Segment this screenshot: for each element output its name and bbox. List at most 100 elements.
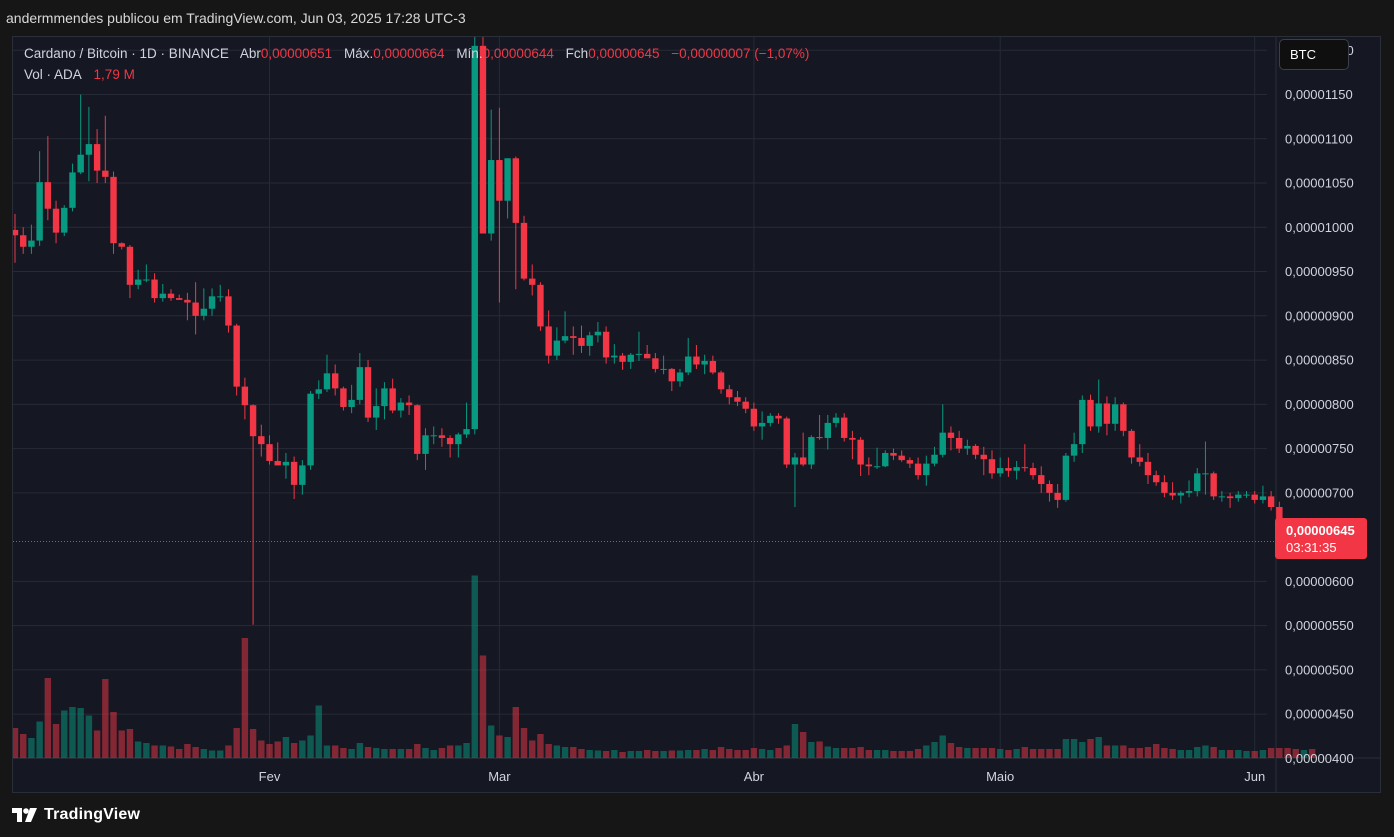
candle-body bbox=[1070, 444, 1078, 456]
volume-bar bbox=[1128, 748, 1135, 758]
low-label: Mín. bbox=[456, 46, 483, 61]
volume-bar bbox=[134, 741, 142, 758]
volume-bar bbox=[315, 705, 322, 758]
volume-bar bbox=[545, 744, 552, 758]
candle-body bbox=[1202, 473, 1209, 475]
tradingview-footer[interactable]: TradingView bbox=[12, 800, 140, 830]
volume-bar bbox=[496, 735, 503, 758]
price-tick-label: 0,00000500 bbox=[1285, 662, 1354, 677]
volume-bar bbox=[28, 738, 35, 758]
volume-bar bbox=[734, 750, 741, 758]
candle-body bbox=[356, 367, 364, 400]
candle-body bbox=[1210, 473, 1217, 497]
volume-bar bbox=[233, 728, 240, 758]
volume-bar bbox=[898, 751, 905, 758]
volume-bar bbox=[561, 747, 569, 758]
candle-body bbox=[134, 279, 142, 285]
candle-body bbox=[586, 335, 593, 346]
volume-bar bbox=[93, 730, 101, 758]
volume-bar bbox=[1292, 749, 1299, 758]
volume-bar bbox=[381, 749, 388, 758]
currency-button[interactable]: BTC bbox=[1279, 39, 1349, 70]
candle-body bbox=[545, 326, 552, 356]
candle-body bbox=[972, 445, 979, 455]
volume-bar bbox=[685, 750, 692, 758]
volume-bar bbox=[143, 743, 150, 758]
symbol-title[interactable]: Cardano / Bitcoin · 1D · BINANCE bbox=[24, 46, 229, 61]
candle-body bbox=[389, 388, 396, 411]
volume-bar bbox=[1169, 749, 1176, 758]
volume-bar bbox=[750, 748, 758, 758]
volume-bar bbox=[997, 749, 1004, 758]
high-value: 0,00000664 bbox=[373, 46, 445, 61]
candle-body bbox=[914, 463, 922, 476]
volume-bar bbox=[249, 729, 257, 758]
volume-bar bbox=[364, 747, 372, 758]
candle-body bbox=[414, 405, 421, 454]
candle-body bbox=[1087, 399, 1094, 427]
volume-bar bbox=[102, 679, 109, 758]
volume-bar bbox=[1103, 745, 1111, 758]
price-tick-label: 0,00000700 bbox=[1285, 485, 1354, 500]
candle-body bbox=[652, 358, 659, 369]
change-value: −0,00000007 (−1,07%) bbox=[671, 46, 810, 61]
candle-body bbox=[693, 356, 700, 365]
candle-body bbox=[233, 325, 240, 387]
volume-bar bbox=[77, 708, 84, 758]
candle-body bbox=[1021, 467, 1029, 469]
candle-body bbox=[767, 415, 774, 423]
high-label: Máx. bbox=[343, 46, 374, 61]
candle-body bbox=[701, 360, 708, 365]
volume-bar bbox=[890, 751, 897, 758]
volume-bar bbox=[389, 749, 396, 758]
volume-bar bbox=[914, 749, 922, 758]
candle-body bbox=[1103, 403, 1111, 424]
candle-body bbox=[758, 422, 766, 427]
volume-bar bbox=[1226, 750, 1234, 758]
volume-bar bbox=[348, 749, 355, 758]
candle-body bbox=[726, 389, 733, 398]
volume-label[interactable]: Vol · ADA bbox=[24, 67, 82, 82]
candle-body bbox=[1226, 496, 1234, 499]
volume-bar bbox=[438, 748, 446, 758]
candle-body bbox=[643, 353, 651, 359]
candle-body bbox=[947, 432, 955, 438]
candle-body bbox=[1111, 404, 1119, 424]
volume-bar bbox=[1243, 751, 1250, 758]
candle-body bbox=[832, 417, 840, 423]
chart-panel[interactable]: 0,000012000,000011500,000011000,00001050… bbox=[12, 36, 1381, 793]
time-tick-label: Fev bbox=[259, 769, 281, 784]
candle-body bbox=[841, 417, 848, 438]
volume-bar bbox=[167, 746, 175, 758]
volume-bar bbox=[1251, 751, 1258, 758]
candlestick-chart[interactable]: 0,000012000,000011500,000011000,00001050… bbox=[13, 37, 1380, 792]
volume-bar bbox=[20, 734, 27, 758]
candle-body bbox=[1079, 399, 1086, 445]
volume-bar bbox=[668, 750, 675, 758]
price-tick-label: 0,00000550 bbox=[1285, 618, 1354, 633]
publish-text: andermmendes publicou em TradingView.com… bbox=[6, 10, 466, 26]
volume-bar bbox=[865, 750, 873, 758]
volume-bar bbox=[455, 745, 462, 758]
volume-bar bbox=[570, 747, 577, 758]
candle-body bbox=[602, 331, 610, 358]
volume-bar bbox=[808, 742, 815, 758]
candle-body bbox=[906, 460, 914, 464]
candle-body bbox=[1235, 494, 1242, 499]
candle-body bbox=[635, 353, 643, 355]
open-value: 0,00000651 bbox=[260, 46, 333, 61]
candle-body bbox=[373, 406, 380, 418]
candle-body bbox=[939, 432, 946, 455]
time-tick-label: Jun bbox=[1244, 769, 1265, 784]
price-tick-label: 0,00001050 bbox=[1285, 176, 1354, 191]
volume-bar bbox=[619, 752, 626, 758]
volume-bar bbox=[586, 750, 593, 758]
volume-bar bbox=[1202, 745, 1209, 758]
volume-bar bbox=[1111, 745, 1119, 758]
candle-body bbox=[217, 296, 224, 298]
volume-bar bbox=[446, 745, 454, 758]
candle-body bbox=[85, 144, 93, 155]
volume-bar bbox=[537, 734, 544, 758]
candle-body bbox=[742, 401, 749, 409]
publish-header: andermmendes publicou em TradingView.com… bbox=[0, 0, 1394, 36]
